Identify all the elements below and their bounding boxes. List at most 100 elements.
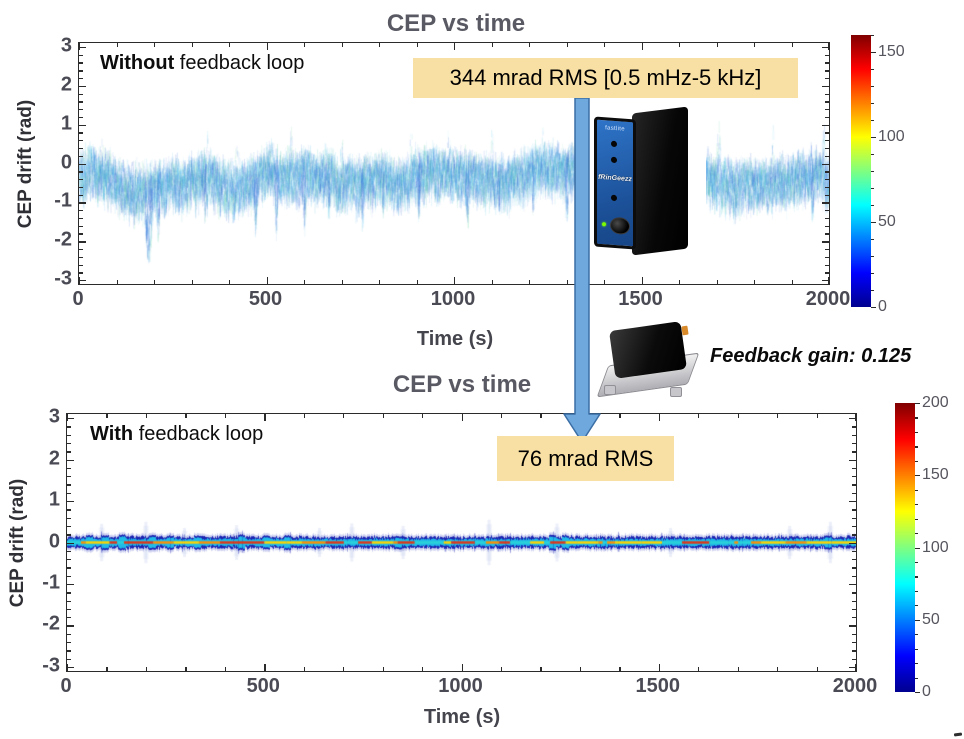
tick-mark bbox=[825, 101, 829, 103]
fringeezz-device-photo: fastlite fRinGeezz bbox=[578, 106, 706, 264]
tick-mark bbox=[116, 43, 118, 47]
tick-mark bbox=[641, 43, 643, 50]
colorbar-tick-mark bbox=[871, 171, 874, 173]
tick-mark bbox=[849, 501, 856, 503]
colorbar-tick-label: 0 bbox=[878, 298, 887, 315]
y-tick-label: 0 bbox=[60, 151, 72, 173]
tick-mark bbox=[822, 46, 829, 49]
top-colorbar bbox=[851, 35, 871, 307]
tick-mark bbox=[422, 667, 424, 671]
tick-mark bbox=[266, 277, 268, 284]
tick-mark bbox=[852, 658, 856, 660]
tick-mark bbox=[679, 280, 681, 284]
colorbar-tick-mark bbox=[915, 561, 918, 564]
tick-mark bbox=[382, 667, 384, 671]
tick-mark bbox=[67, 484, 71, 486]
colorbar-tick-mark bbox=[915, 504, 918, 506]
colorbar-tick-mark bbox=[871, 222, 876, 224]
colorbar-tick-mark bbox=[915, 446, 918, 448]
tick-mark bbox=[79, 194, 83, 196]
top-label-bold: Without bbox=[100, 52, 175, 74]
tick-mark bbox=[79, 70, 83, 72]
tick-mark bbox=[106, 667, 108, 671]
colorbar-tick-mark bbox=[915, 605, 918, 607]
colorbar-tick-mark bbox=[915, 663, 918, 665]
tick-mark bbox=[604, 280, 606, 284]
tick-mark bbox=[849, 583, 856, 586]
tick-mark bbox=[852, 650, 856, 652]
colorbar-tick-mark bbox=[915, 634, 918, 636]
tick-mark bbox=[540, 414, 542, 418]
top-label-rest: feedback loop bbox=[174, 52, 305, 74]
tick-mark bbox=[79, 202, 86, 204]
tick-mark bbox=[852, 592, 856, 594]
colorbar-tick-mark bbox=[871, 188, 874, 190]
bottom-label-bold: With bbox=[90, 423, 134, 445]
tick-mark bbox=[849, 418, 856, 420]
rms-annotation-top: 344 mrad RMS [0.5 mHz-5 kHz] bbox=[413, 58, 798, 98]
y-tick-label: 1 bbox=[48, 488, 60, 511]
tick-mark bbox=[679, 43, 681, 47]
y-tick-label: 3 bbox=[48, 405, 60, 428]
tick-mark bbox=[67, 459, 74, 461]
bottom-plot-inside-label: With feedback loop bbox=[90, 423, 263, 446]
tick-mark bbox=[67, 525, 71, 528]
tick-mark bbox=[416, 280, 418, 284]
tick-mark bbox=[825, 272, 829, 274]
tick-mark bbox=[185, 414, 187, 418]
colorbar-tick-label: 150 bbox=[878, 43, 905, 60]
tick-mark bbox=[852, 550, 856, 553]
tick-mark bbox=[185, 667, 187, 671]
tick-mark bbox=[67, 426, 71, 428]
y-tick-label: -2 bbox=[54, 228, 72, 251]
x-tick-label: 500 bbox=[248, 288, 283, 310]
tick-mark bbox=[79, 217, 83, 220]
tick-mark bbox=[791, 280, 793, 284]
tick-mark bbox=[454, 43, 456, 50]
tick-mark bbox=[79, 225, 83, 227]
tick-mark bbox=[619, 667, 621, 671]
colorbar-tick-mark bbox=[871, 35, 874, 37]
colorbar-tick-mark bbox=[871, 205, 874, 207]
colorbar-tick-mark bbox=[915, 576, 918, 578]
tick-mark bbox=[777, 414, 779, 418]
tick-mark bbox=[825, 147, 829, 150]
tick-mark bbox=[852, 451, 856, 453]
tick-mark bbox=[852, 534, 856, 536]
tick-mark bbox=[641, 277, 643, 284]
tick-mark bbox=[491, 43, 493, 47]
tick-mark bbox=[852, 509, 856, 511]
tick-mark bbox=[849, 459, 856, 461]
fringeezz-label: fRinGeezz bbox=[598, 173, 632, 184]
tick-mark bbox=[822, 202, 829, 204]
y-tick-label: -1 bbox=[42, 571, 60, 594]
tick-mark bbox=[852, 575, 856, 577]
tick-mark bbox=[79, 163, 86, 165]
tick-mark bbox=[852, 492, 856, 495]
tick-mark bbox=[791, 43, 793, 47]
tick-mark bbox=[264, 664, 266, 671]
x-tick-label: 1500 bbox=[618, 288, 663, 310]
colorbar-tick-label: 200 bbox=[922, 394, 949, 411]
tick-mark bbox=[825, 194, 829, 196]
fastlite-logo: fastlite bbox=[605, 125, 625, 133]
tick-mark bbox=[852, 443, 856, 445]
y-tick-label: 2 bbox=[48, 447, 60, 470]
tick-mark bbox=[579, 414, 582, 418]
tick-mark bbox=[79, 140, 83, 142]
tick-mark bbox=[67, 608, 71, 611]
tick-mark bbox=[79, 179, 83, 181]
colorbar-tick-mark bbox=[915, 590, 918, 593]
colorbar-tick-mark bbox=[915, 619, 920, 621]
y-tick-label: 1 bbox=[60, 112, 72, 135]
tick-mark bbox=[67, 592, 71, 594]
tick-mark bbox=[825, 186, 829, 189]
tick-mark bbox=[67, 476, 71, 478]
colorbar-tick-mark bbox=[871, 239, 874, 241]
tick-mark bbox=[303, 667, 305, 671]
module-body bbox=[609, 321, 687, 379]
tick-mark bbox=[500, 414, 503, 418]
tick-mark bbox=[67, 575, 71, 577]
x-tick-label: 1500 bbox=[635, 675, 681, 697]
tick-mark bbox=[79, 147, 83, 150]
